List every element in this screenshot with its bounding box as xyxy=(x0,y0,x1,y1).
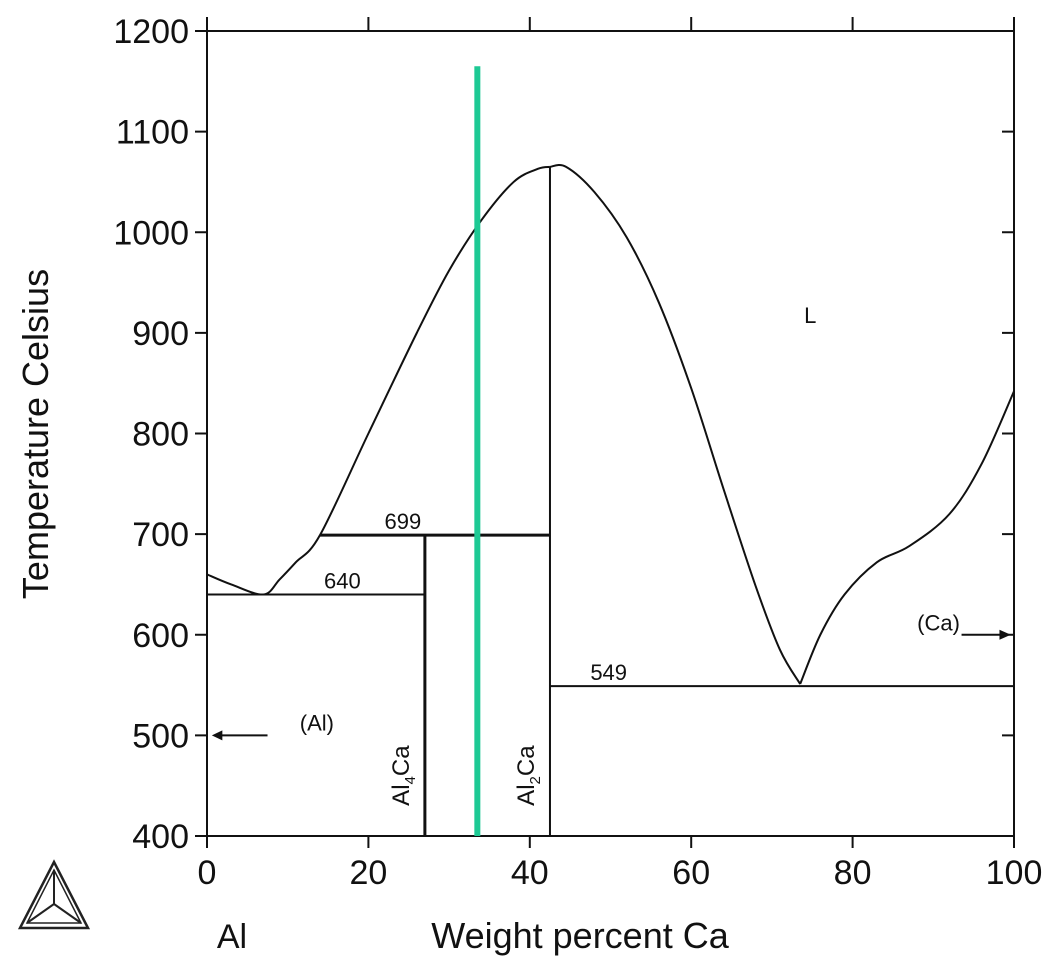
phase-label: (Al) xyxy=(300,710,334,735)
y-tick-label: 800 xyxy=(132,416,189,454)
x-tick-label: 0 xyxy=(198,854,217,892)
y-tick-label: 900 xyxy=(132,315,189,353)
y-tick-label: 1000 xyxy=(113,214,189,252)
y-tick-label: 1200 xyxy=(113,13,189,51)
x-tick-label: 100 xyxy=(986,854,1043,892)
y-tick-label: 500 xyxy=(132,717,189,755)
thermo-calc-logo-icon xyxy=(17,859,91,930)
x-tick-label: 40 xyxy=(511,854,549,892)
invariant-label-640: 640 xyxy=(324,569,361,594)
arrow-al-head xyxy=(211,730,223,741)
y-tick-label: 400 xyxy=(132,818,189,856)
compound-label-1: Al4Ca xyxy=(388,745,419,806)
phase-label: L xyxy=(804,303,816,328)
compound-lines: Al4Ca Al2Ca xyxy=(388,166,551,836)
y-axis: 400 500 600 700 800 900 1000 1100 1200 xyxy=(113,13,1014,856)
left-element-label: Al xyxy=(217,918,247,956)
arrow-ca-head xyxy=(999,629,1011,640)
compound-label-2: Al2Ca xyxy=(513,745,544,806)
phase-labels: L (Al) (Ca) xyxy=(211,303,1011,741)
invariant-label-699: 699 xyxy=(385,509,422,534)
phase-label: (Ca) xyxy=(917,611,960,636)
invariant-label-549: 549 xyxy=(590,660,627,685)
invariant-lines: 699 640 549 xyxy=(207,509,1014,688)
y-tick-label: 700 xyxy=(132,516,189,554)
liquidus-curve-3 xyxy=(799,390,1015,685)
y-axis-title: Temperature Celsius xyxy=(15,269,56,599)
x-axis-title: Weight percent Ca xyxy=(431,915,729,956)
x-tick-label: 60 xyxy=(672,854,710,892)
y-tick-label: 600 xyxy=(132,617,189,655)
liquidus-curve-1 xyxy=(206,165,551,596)
liquidus-curves xyxy=(206,164,1015,685)
liquidus-curve-2 xyxy=(549,164,802,685)
y-tick-label: 1100 xyxy=(116,114,189,152)
x-tick-label: 80 xyxy=(834,854,872,892)
x-axis: 0 20 40 60 80 100 xyxy=(198,17,1043,892)
x-tick-label: 20 xyxy=(349,854,387,892)
